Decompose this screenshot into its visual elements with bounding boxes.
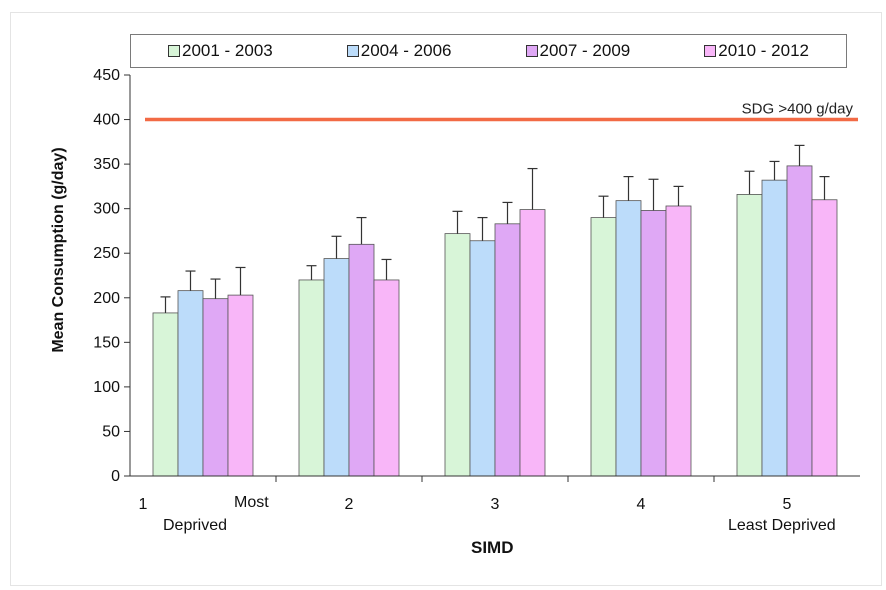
x-note-most: Most xyxy=(234,494,269,511)
y-tick-label: 250 xyxy=(93,245,120,262)
y-tick-label: 450 xyxy=(93,67,120,84)
bar xyxy=(590,217,617,477)
x-note-least-deprived: Least Deprived xyxy=(728,517,836,534)
y-axis-label: Mean Consumption (g/day) xyxy=(50,147,67,353)
bar xyxy=(615,200,642,477)
legend-label: 2001 - 2003 xyxy=(182,41,273,60)
bar xyxy=(469,240,496,477)
y-tick-label: 300 xyxy=(93,201,120,218)
legend-label: 2004 - 2006 xyxy=(360,41,452,60)
bar xyxy=(177,290,204,477)
legend-swatch xyxy=(168,45,180,57)
x-tick-label: 4 xyxy=(637,496,646,513)
legend-item: 2007 - 2009 xyxy=(525,41,631,61)
legend-item: 2001 - 2003 xyxy=(168,41,273,61)
bar xyxy=(736,194,763,477)
bar xyxy=(519,209,546,477)
bar xyxy=(373,279,400,477)
y-tick-label: 50 xyxy=(102,423,120,440)
legend-item: 2004 - 2006 xyxy=(346,41,452,61)
y-tick-label: 150 xyxy=(93,334,120,351)
bar xyxy=(227,294,254,477)
legend-swatch xyxy=(525,45,538,57)
y-tick-label: 0 xyxy=(111,468,120,485)
bar xyxy=(348,243,375,477)
bar xyxy=(298,279,325,477)
x-note-deprived: Deprived xyxy=(163,517,228,534)
bar xyxy=(665,205,692,477)
legend-item: 2010 - 2012 xyxy=(704,41,809,61)
x-axis-label: SIMD xyxy=(471,538,514,557)
x-tick-label: 5 xyxy=(783,496,792,513)
legend-swatch xyxy=(704,45,717,57)
legend-label: 2007 - 2009 xyxy=(539,41,631,60)
chart-legend: 2001 - 2003 2004 - 2006 2007 - 2009 2010 - … xyxy=(130,34,847,68)
bar xyxy=(761,179,788,477)
bar xyxy=(444,233,471,477)
y-tick-label: 100 xyxy=(93,379,120,396)
reference-line-label: SDG >400 g/day xyxy=(742,101,854,118)
x-tick-label: 3 xyxy=(491,496,500,513)
y-tick-label: 400 xyxy=(93,112,120,129)
bar xyxy=(323,258,350,477)
y-tick-label: 200 xyxy=(93,290,120,307)
bar xyxy=(786,165,813,477)
x-tick-label: 2 xyxy=(345,496,354,513)
bar xyxy=(494,223,521,477)
bar xyxy=(202,298,229,477)
bar xyxy=(811,199,838,477)
legend-swatch xyxy=(346,45,359,57)
legend-label: 2010 - 2012 xyxy=(718,41,809,60)
x-tick-label: 1 xyxy=(139,496,148,513)
bar xyxy=(640,210,667,477)
y-tick-label: 350 xyxy=(93,156,120,173)
bar xyxy=(152,312,179,477)
